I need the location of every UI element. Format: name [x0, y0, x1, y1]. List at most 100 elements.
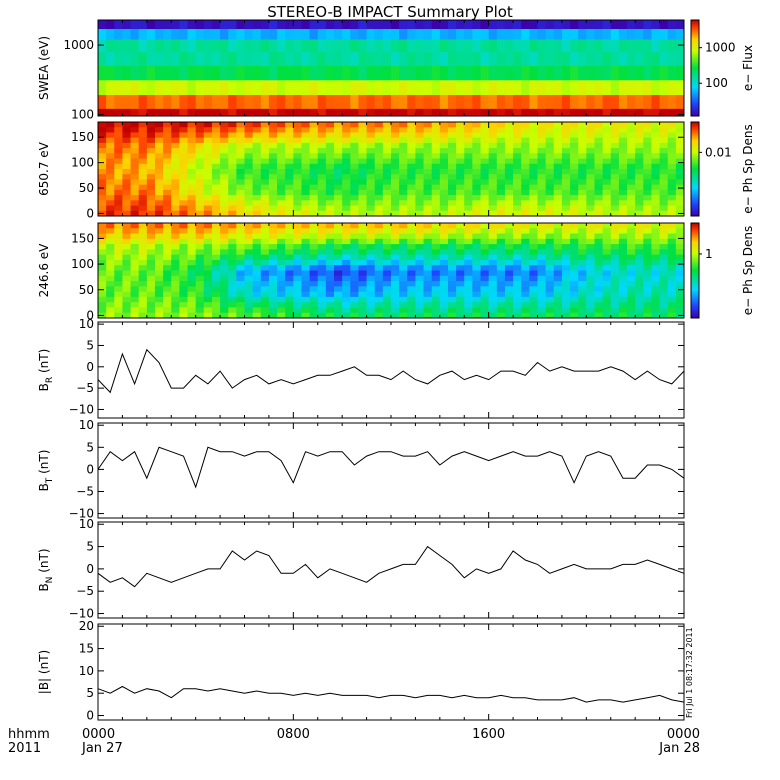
heatmap-cell-1-9-19: [252, 169, 262, 175]
heatmap-cell-2-5-47: [480, 249, 490, 256]
heatmap-cell-0-2-15: [220, 79, 229, 96]
heatmap-cell-1-17-15: [220, 210, 229, 217]
heatmap-cell-1-13-17: [236, 189, 245, 196]
heatmap-cell-2-12-66: [635, 286, 644, 293]
heatmap-cell-1-2-3: [122, 132, 132, 139]
heatmap-cell-1-9-33: [366, 169, 376, 175]
heatmap-cell-2-3-37: [399, 238, 408, 245]
heatmap-cell-1-11-29: [334, 179, 343, 186]
heatmap-cell-1-13-67: [643, 189, 652, 196]
heatmap-cell-1-5-27: [317, 148, 327, 154]
heatmap-cell-0-6-43: [447, 28, 457, 40]
heatmap-cell-1-7-39: [415, 158, 425, 165]
heatmap-cell-0-5-56: [553, 38, 563, 53]
heatmap-cell-1-2-4: [130, 132, 140, 139]
heatmap-cell-2-11-28: [325, 281, 335, 287]
heatmap-cell-2-6-27: [317, 254, 327, 261]
heatmap-cell-1-3-14: [211, 137, 221, 144]
heatmap-cell-1-8-66: [635, 163, 644, 170]
heatmap-cell-2-1-9: [171, 228, 180, 235]
heatmap-cell-1-15-6: [146, 200, 156, 207]
heatmap-cell-0-0-0: [98, 108, 107, 117]
heatmap-cell-1-13-40: [423, 189, 433, 196]
heatmap-cell-1-8-51: [513, 163, 522, 170]
heatmap-cell-1-3-2: [114, 137, 123, 144]
heatmap-cell-1-2-27: [317, 132, 327, 139]
heatmap-cell-2-1-20: [260, 228, 270, 235]
heatmap-cell-2-7-50: [504, 259, 514, 266]
heatmap-cell-1-10-70: [667, 174, 677, 180]
heatmap-cell-0-6-36: [391, 28, 400, 40]
heatmap-cell-2-6-51: [513, 254, 522, 261]
heatmap-cell-0-1-51: [513, 94, 522, 109]
heatmap-cell-1-9-12: [195, 169, 205, 175]
heatmap-cell-1-3-6: [146, 137, 156, 144]
heatmap-cell-0-5-5: [138, 38, 148, 53]
heatmap-cell-1-12-18: [244, 184, 254, 191]
heatmap-cell-1-8-5: [138, 163, 148, 170]
heatmap-cell-2-5-62: [602, 249, 612, 256]
heatmap-cell-2-3-48: [488, 238, 498, 245]
heatmap-cell-2-5-46: [472, 249, 482, 256]
heatmap-cell-2-15-56: [553, 302, 563, 308]
heatmap-cell-1-10-24: [293, 174, 302, 180]
heatmap-cell-0-3-52: [521, 65, 530, 81]
heatmap-cell-0-3-37: [399, 65, 408, 81]
heatmap-cell-2-3-71: [675, 238, 685, 245]
ytick-label-6-0: 0: [86, 709, 94, 723]
heatmap-cell-1-1-46: [472, 127, 482, 133]
heatmap-cell-1-10-53: [529, 174, 538, 180]
heatmap-cell-0-0-41: [431, 108, 441, 117]
heatmap-cell-2-5-21: [268, 249, 278, 256]
heatmap-cell-2-14-42: [439, 296, 449, 303]
heatmap-cell-2-7-69: [659, 259, 669, 266]
heatmap-cell-0-4-27: [317, 51, 327, 66]
heatmap-cell-1-5-4: [130, 148, 140, 154]
heatmap-cell-0-6-39: [415, 28, 425, 40]
heatmap-cell-1-12-8: [163, 184, 172, 191]
heatmap-cell-2-15-37: [399, 302, 408, 308]
heatmap-cell-0-3-2: [114, 65, 123, 81]
heatmap-cell-0-5-47: [480, 38, 490, 53]
heatmap-cell-1-13-15: [220, 189, 229, 196]
heatmap-cell-1-6-12: [195, 153, 205, 160]
heatmap-cell-0-7-40: [423, 20, 433, 30]
heatmap-cell-2-14-7: [154, 296, 164, 303]
heatmap-cell-0-0-43: [447, 108, 457, 117]
heatmap-cell-0-6-64: [618, 28, 628, 40]
heatmap-cell-1-4-56: [553, 142, 563, 149]
heatmap-cell-1-7-29: [334, 158, 343, 165]
heatmap-cell-1-16-36: [391, 205, 400, 212]
heatmap-cell-1-1-41: [431, 127, 441, 133]
heatmap-cell-2-7-45: [464, 259, 473, 266]
heatmap-cell-0-2-57: [561, 79, 571, 96]
heatmap-cell-1-0-13: [203, 122, 213, 128]
heatmap-cell-0-6-2: [114, 28, 123, 40]
heatmap-cell-2-8-71: [675, 265, 685, 271]
heatmap-cell-2-2-14: [211, 233, 221, 240]
heatmap-cell-2-9-42: [439, 270, 449, 277]
heatmap-cell-0-3-9: [171, 65, 180, 81]
heatmap-cell-2-6-22: [277, 254, 286, 261]
heatmap-cell-1-15-11: [187, 200, 197, 207]
heatmap-cell-1-1-38: [407, 127, 416, 133]
heatmap-cell-1-10-47: [480, 174, 490, 180]
heatmap-cell-0-2-5: [138, 79, 148, 96]
heatmap-cell-1-12-17: [236, 184, 245, 191]
heatmap-cell-0-1-61: [594, 94, 604, 109]
heatmap-cell-0-0-65: [627, 108, 636, 117]
heatmap-cell-0-0-25: [301, 108, 311, 117]
heatmap-cell-1-17-68: [651, 210, 661, 217]
heatmap-cell-2-13-8: [163, 291, 172, 298]
heatmap-cell-2-14-14: [211, 296, 221, 303]
heatmap-cell-1-14-2: [114, 195, 123, 201]
heatmap-cell-1-13-29: [334, 189, 343, 196]
heatmap-cell-2-13-23: [285, 291, 294, 298]
heatmap-cell-1-15-54: [537, 200, 547, 207]
heatmap-cell-1-13-27: [317, 189, 327, 196]
heatmap-cell-2-7-60: [586, 259, 595, 266]
heatmap-cell-1-13-70: [667, 189, 677, 196]
heatmap-cell-1-10-9: [171, 174, 180, 180]
heatmap-cell-0-2-42: [439, 79, 449, 96]
heatmap-cell-2-2-40: [423, 233, 433, 240]
